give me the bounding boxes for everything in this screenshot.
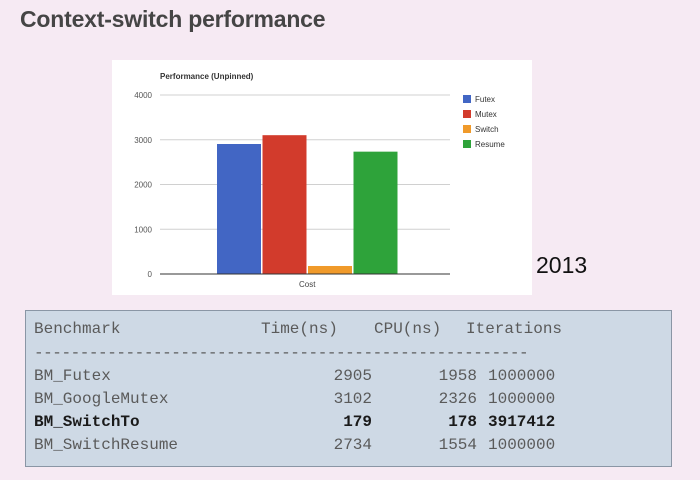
table-row: BM_Futex 2905 1958 1000000	[26, 367, 671, 387]
table-header-row: Benchmark Time(ns) CPU(ns) Iterations	[26, 320, 671, 340]
y-tick-label: 4000	[134, 91, 152, 100]
time-ns: 2734	[333, 436, 372, 454]
performance-bar-chart: Performance (Unpinned) 0 1000 2000 3000 4000…	[112, 60, 532, 295]
table-row: BM_SwitchTo 179 178 3917412	[26, 413, 671, 433]
year-label: 2013	[536, 252, 588, 278]
time-ns: 3102	[333, 390, 372, 408]
y-tick-label: 0	[148, 270, 153, 279]
time-ns: 179	[343, 413, 372, 431]
table-row: BM_GoogleMutex 3102 2326 1000000	[26, 390, 671, 410]
cpu-ns: 1554	[438, 436, 477, 454]
table-divider: ----------------------------------------…	[34, 344, 529, 362]
legend-swatch-futex	[463, 95, 471, 103]
chart-background	[112, 60, 532, 295]
y-tick-label: 2000	[134, 181, 152, 190]
header-benchmark: Benchmark	[34, 320, 121, 338]
cpu-ns: 2326	[438, 390, 477, 408]
y-tick-label: 3000	[134, 136, 152, 145]
cpu-ns: 1958	[438, 367, 477, 385]
bar-mutex	[262, 135, 307, 274]
time-ns: 2905	[333, 367, 372, 385]
x-tick-label: Cost	[299, 280, 316, 289]
benchmark-name: BM_GoogleMutex	[34, 390, 169, 408]
legend-swatch-resume	[463, 140, 471, 148]
benchmark-name: BM_SwitchResume	[34, 436, 179, 454]
bar-resume	[353, 151, 398, 274]
benchmark-name: BM_Futex	[34, 367, 111, 385]
legend-swatch-mutex	[463, 110, 471, 118]
legend-label-mutex: Mutex	[475, 110, 497, 119]
legend-label-resume: Resume	[475, 140, 505, 149]
bar-switch	[308, 265, 352, 274]
y-tick-label: 1000	[134, 225, 152, 234]
iterations: 3917412	[488, 413, 556, 431]
chart-title: Performance (Unpinned)	[160, 72, 254, 81]
iterations: 1000000	[488, 390, 556, 408]
iterations: 1000000	[488, 367, 556, 385]
bar-futex	[217, 144, 261, 274]
legend-label-switch: Switch	[475, 125, 499, 134]
header-iterations: Iterations	[466, 320, 563, 338]
iterations: 1000000	[488, 436, 556, 454]
benchmark-table: Benchmark Time(ns) CPU(ns) Iterations --…	[25, 310, 672, 467]
slide-title: Context-switch performance	[20, 6, 326, 32]
header-time: Time(ns)	[261, 320, 338, 338]
cpu-ns: 178	[448, 413, 477, 431]
header-cpu: CPU(ns)	[374, 320, 442, 338]
legend-label-futex: Futex	[475, 95, 495, 104]
legend-swatch-switch	[463, 125, 471, 133]
benchmark-name: BM_SwitchTo	[34, 413, 140, 431]
table-row: BM_SwitchResume 2734 1554 1000000	[26, 436, 671, 456]
